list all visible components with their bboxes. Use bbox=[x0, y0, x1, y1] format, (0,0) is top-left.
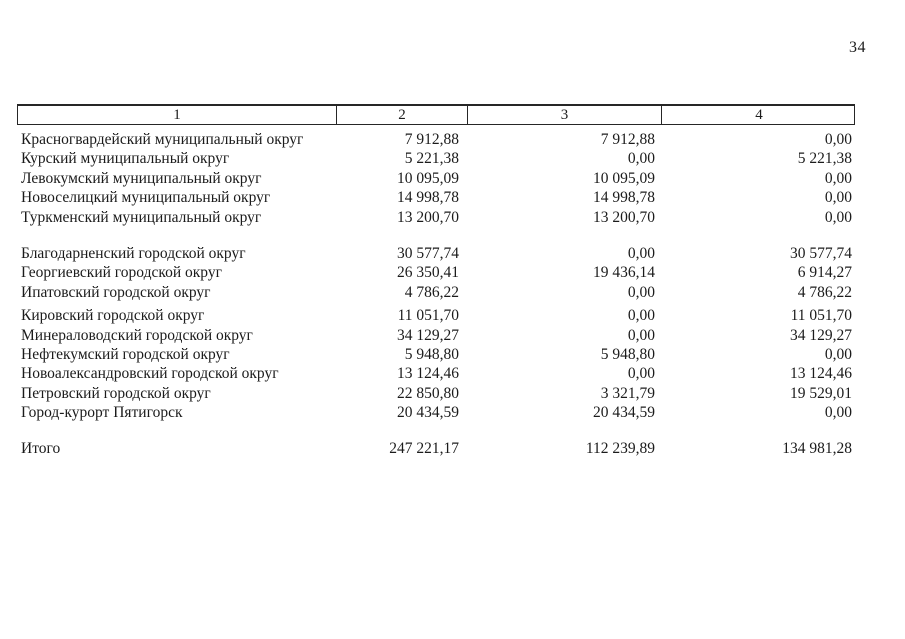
cell-col2-value: 30 577,74 bbox=[397, 244, 459, 262]
cell-col3-value: 19 436,14 bbox=[593, 264, 655, 282]
cell-col2-value: 13 200,70 bbox=[397, 208, 459, 226]
table-row: Красногвардейский муниципальный округ 7 9… bbox=[17, 130, 855, 149]
table-row: Петровский городской округ 22 850,80 3 321… bbox=[17, 384, 855, 403]
financial-table: 1 2 3 4 Красногвардейский муниципальный … bbox=[17, 104, 855, 459]
cell-col4-value: 19 529,01 bbox=[790, 384, 852, 402]
table-row: Георгиевский городской округ 26 350,41 19 … bbox=[17, 263, 855, 282]
header-cell-4: 4 bbox=[661, 106, 856, 124]
table-row: Курский муниципальный округ 5 221,38 0,00 5… bbox=[17, 149, 855, 168]
cell-col2-value: 10 095,09 bbox=[397, 169, 459, 187]
cell-district-name: Георгиевский городской округ bbox=[21, 264, 222, 282]
cell-col3-value: 0,00 bbox=[627, 150, 655, 168]
cell-col3-value: 0,00 bbox=[627, 283, 655, 301]
cell-district-name: Итого bbox=[21, 440, 61, 458]
table-row: Новоселицкий муниципальный округ 14 998,7… bbox=[17, 188, 855, 207]
table-row: Итого 247 221,17 112 239,89 134 981,28 bbox=[17, 439, 855, 458]
cell-col3-value: 0,00 bbox=[627, 365, 655, 383]
cell-col2-value: 5 221,38 bbox=[404, 150, 459, 168]
table-row: Туркменский муниципальный округ 13 200,70… bbox=[17, 208, 855, 227]
cell-col4-value: 11 051,70 bbox=[790, 307, 852, 325]
cell-col4-value: 13 124,46 bbox=[790, 365, 852, 383]
cell-col2-value: 11 051,70 bbox=[397, 307, 459, 325]
cell-col2-value: 20 434,59 bbox=[397, 404, 459, 422]
cell-col2-value: 34 129,27 bbox=[397, 326, 459, 344]
cell-district-name: Кировский городской округ bbox=[21, 307, 205, 325]
cell-col3-value: 0,00 bbox=[627, 307, 655, 325]
cell-col3-value: 3 321,79 bbox=[600, 384, 655, 402]
page-number: 34 bbox=[849, 39, 866, 56]
table-row: Ипатовский городской округ 4 786,22 0,00 4 … bbox=[17, 283, 855, 302]
cell-col4-value: 0,00 bbox=[824, 189, 852, 207]
cell-district-name: Туркменский муниципальный округ bbox=[21, 208, 262, 226]
cell-col4-value: 0,00 bbox=[824, 404, 852, 422]
table-row: Новоалександровский городской округ 13 12… bbox=[17, 364, 855, 383]
cell-district-name: Город-курорт Пятигорск bbox=[21, 404, 183, 422]
cell-col3-value: 10 095,09 bbox=[593, 169, 655, 187]
cell-district-name: Благодарненский городской округ bbox=[21, 244, 246, 262]
table-row: Минераловодский городской округ 34 129,27… bbox=[17, 326, 855, 345]
cell-district-name: Курский муниципальный округ bbox=[21, 150, 230, 168]
table-body: Красногвардейский муниципальный округ 7 9… bbox=[17, 125, 855, 459]
table-row: Благодарненский городской округ 30 577,74… bbox=[17, 244, 855, 263]
cell-col4-value: 0,00 bbox=[824, 169, 852, 187]
table-row: Кировский городской округ 11 051,70 0,00 11… bbox=[17, 306, 855, 325]
cell-col4-value: 0,00 bbox=[824, 208, 852, 226]
header-cell-1: 1 bbox=[173, 107, 181, 123]
cell-district-name: Минераловодский городской округ bbox=[21, 326, 253, 344]
cell-col3-value: 0,00 bbox=[627, 244, 655, 262]
cell-col4-value: 4 786,22 bbox=[797, 283, 852, 301]
cell-col4-value: 0,00 bbox=[824, 131, 852, 148]
cell-col4-value: 30 577,74 bbox=[790, 244, 852, 262]
cell-col2-value: 22 850,80 bbox=[397, 384, 459, 402]
row-group: Кировский городской округ 11 051,70 0,00 11… bbox=[17, 306, 855, 422]
row-group: Благодарненский городской округ 30 577,74… bbox=[17, 244, 855, 302]
table-row: Город-курорт Пятигорск 20 434,59 20 434,59… bbox=[17, 403, 855, 422]
cell-district-name: Петровский городской округ bbox=[21, 384, 211, 402]
cell-col2-value: 4 786,22 bbox=[404, 283, 459, 301]
cell-district-name: Нефтекумский городской округ bbox=[21, 345, 230, 363]
cell-district-name: Ипатовский городской округ bbox=[21, 283, 211, 301]
cell-col4-value: 6 914,27 bbox=[797, 264, 852, 282]
cell-col4-value: 5 221,38 bbox=[797, 150, 852, 168]
row-group: Итого 247 221,17 112 239,89 134 981,28 bbox=[17, 439, 855, 458]
table-header-row: 1 2 3 4 bbox=[17, 104, 855, 125]
cell-col4-value: 0,00 bbox=[824, 345, 852, 363]
cell-col3-value: 112 239,89 bbox=[585, 440, 655, 458]
cell-district-name: Левокумский муниципальный округ bbox=[21, 169, 262, 187]
cell-col2-value: 247 221,17 bbox=[389, 440, 459, 458]
cell-col4-value: 134 981,28 bbox=[782, 440, 852, 458]
cell-col3-value: 0,00 bbox=[627, 326, 655, 344]
cell-col2-value: 14 998,78 bbox=[397, 189, 459, 207]
cell-col4-value: 34 129,27 bbox=[790, 326, 852, 344]
cell-col3-value: 13 200,70 bbox=[593, 208, 655, 226]
cell-col3-value: 7 912,88 bbox=[600, 131, 655, 148]
row-group: Красногвардейский муниципальный округ 7 9… bbox=[17, 130, 855, 227]
cell-col2-value: 5 948,80 bbox=[404, 345, 459, 363]
cell-district-name: Новоалександровский городской округ bbox=[21, 365, 279, 383]
cell-col2-value: 7 912,88 bbox=[404, 131, 459, 148]
header-cell-3: 3 bbox=[467, 106, 661, 124]
cell-district-name: Новоселицкий муниципальный округ bbox=[21, 189, 271, 207]
table-row: Нефтекумский городской округ 5 948,80 5 94… bbox=[17, 345, 855, 364]
table-row: Левокумский муниципальный округ 10 095,09… bbox=[17, 169, 855, 188]
cell-col2-value: 26 350,41 bbox=[397, 264, 459, 282]
cell-col3-value: 5 948,80 bbox=[600, 345, 655, 363]
cell-col2-value: 13 124,46 bbox=[397, 365, 459, 383]
cell-district-name: Красногвардейский муниципальный округ bbox=[21, 131, 304, 148]
header-cell-2: 2 bbox=[336, 106, 467, 124]
cell-col3-value: 14 998,78 bbox=[593, 189, 655, 207]
cell-col3-value: 20 434,59 bbox=[593, 404, 655, 422]
